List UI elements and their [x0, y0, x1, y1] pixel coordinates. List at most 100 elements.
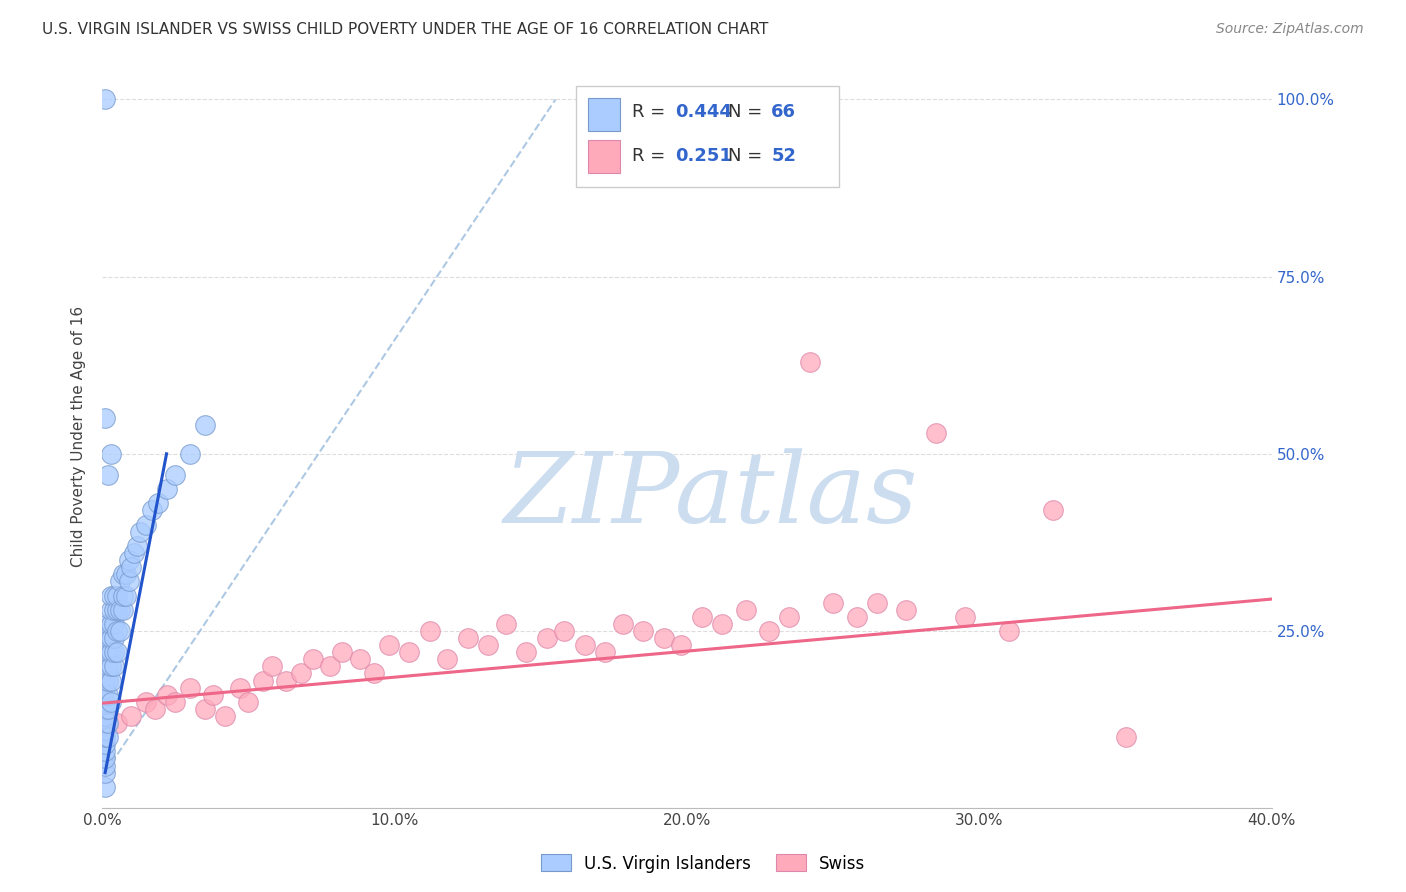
Point	[495, 616, 517, 631]
Point	[953, 609, 976, 624]
Point	[94, 744, 117, 758]
Point	[105, 589, 128, 603]
Point	[799, 354, 821, 368]
Point	[94, 730, 117, 744]
Text: 0.251: 0.251	[675, 146, 733, 165]
Point	[97, 716, 120, 731]
Point	[103, 645, 125, 659]
Point	[553, 624, 575, 638]
Point	[97, 730, 120, 744]
Point	[97, 468, 120, 483]
Point	[141, 503, 163, 517]
Point	[94, 709, 117, 723]
Point	[758, 624, 780, 638]
Point	[124, 546, 146, 560]
Point	[94, 695, 117, 709]
Text: R =: R =	[633, 146, 665, 165]
Point	[165, 468, 187, 483]
Point	[690, 609, 713, 624]
Point	[652, 631, 675, 645]
Point	[103, 659, 125, 673]
Point	[378, 638, 401, 652]
Point	[155, 688, 177, 702]
Point	[94, 765, 117, 780]
Point	[100, 645, 122, 659]
Point	[97, 645, 120, 659]
Point	[94, 780, 117, 794]
Point	[398, 645, 420, 659]
Point	[823, 596, 845, 610]
Text: 66: 66	[772, 103, 796, 121]
Point	[108, 602, 131, 616]
Point	[97, 688, 120, 702]
Point	[146, 496, 169, 510]
Point	[94, 681, 117, 695]
Point	[120, 709, 142, 723]
Point	[105, 624, 128, 638]
Point	[143, 702, 166, 716]
Point	[129, 524, 152, 539]
Point	[97, 659, 120, 673]
Point	[165, 695, 187, 709]
Bar	[588, 140, 620, 173]
Point	[631, 624, 654, 638]
Point	[924, 425, 946, 440]
Point	[108, 624, 131, 638]
Point	[193, 702, 215, 716]
Point	[94, 716, 117, 731]
Point	[100, 695, 122, 709]
Text: R =: R =	[633, 103, 665, 121]
Point	[103, 631, 125, 645]
Point	[100, 673, 122, 688]
Point	[114, 589, 136, 603]
Point	[671, 638, 693, 652]
Bar	[588, 97, 620, 131]
Point	[574, 638, 596, 652]
Point	[193, 418, 215, 433]
Point	[135, 517, 157, 532]
Text: N =: N =	[728, 146, 762, 165]
Point	[1115, 730, 1137, 744]
Point	[179, 447, 201, 461]
Point	[457, 631, 479, 645]
Point	[94, 93, 117, 107]
Point	[202, 688, 225, 702]
Point	[252, 673, 274, 688]
Point	[111, 602, 134, 616]
Point	[97, 616, 120, 631]
Point	[436, 652, 458, 666]
Point	[896, 602, 918, 616]
Point	[103, 616, 125, 631]
Text: ZIPatlas: ZIPatlas	[503, 448, 918, 543]
Point	[155, 482, 177, 496]
Point	[319, 659, 342, 673]
Point	[97, 702, 120, 716]
Point	[1042, 503, 1064, 517]
Point	[290, 666, 312, 681]
Point	[94, 751, 117, 765]
Point	[108, 574, 131, 589]
Point	[349, 652, 371, 666]
Point	[103, 589, 125, 603]
Point	[419, 624, 441, 638]
Point	[330, 645, 353, 659]
Point	[515, 645, 537, 659]
Point	[94, 673, 117, 688]
Point	[238, 695, 260, 709]
Point	[94, 737, 117, 751]
Point	[100, 659, 122, 673]
Point	[179, 681, 201, 695]
Text: Source: ZipAtlas.com: Source: ZipAtlas.com	[1216, 22, 1364, 37]
Text: N =: N =	[728, 103, 762, 121]
Point	[97, 631, 120, 645]
Point	[593, 645, 616, 659]
Text: U.S. VIRGIN ISLANDER VS SWISS CHILD POVERTY UNDER THE AGE OF 16 CORRELATION CHAR: U.S. VIRGIN ISLANDER VS SWISS CHILD POVE…	[42, 22, 769, 37]
Point	[612, 616, 634, 631]
Point	[734, 602, 756, 616]
Point	[276, 673, 298, 688]
Point	[103, 602, 125, 616]
Point	[111, 567, 134, 582]
Point	[845, 609, 868, 624]
Point	[477, 638, 499, 652]
Point	[260, 659, 283, 673]
